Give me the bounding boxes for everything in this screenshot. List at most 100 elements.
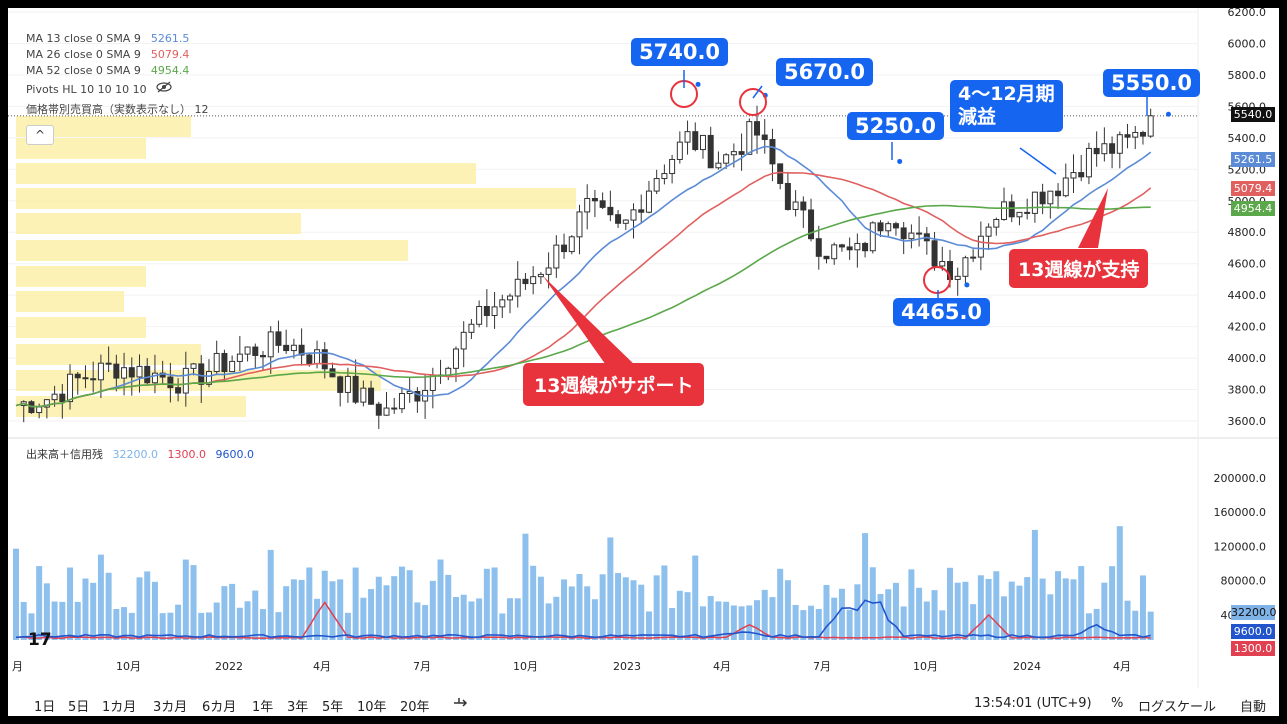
volume-bar [167,612,174,640]
collapse-legend-button[interactable]: ^ [26,125,54,145]
candle-body [669,158,676,175]
candle-body [1016,211,1023,218]
volume-legend[interactable]: 出来高＋信用残 32200.0 1300.0 9600.0 [26,446,260,462]
candle-body [1055,190,1062,197]
legend-pivots[interactable]: Pivots HL 10 10 10 10 [26,81,172,98]
margin-sell-legend-value: 9600.0 [215,448,255,461]
volume-bar [128,612,135,640]
candle-body [692,131,699,151]
candle-body [769,139,776,165]
time-tick-label: 4月 [713,660,731,673]
highlight-circle [923,266,951,294]
timeframe-20y[interactable]: 20年 [400,700,430,715]
volume-bar [1001,596,1008,640]
callout-pointer-red [1078,188,1108,248]
volume-bar [113,608,120,640]
timeframe-1y[interactable]: 1年 [252,700,274,715]
goto-date-icon[interactable] [451,694,469,716]
percent-toggle[interactable]: % [1111,696,1124,711]
volume-bar [707,596,714,640]
bottom-toolbar: 1日 5日 1カ月 3カ月 6カ月 1年 3年 5年 10年 20年 13:54… [8,694,1279,716]
volume-bars [13,526,1154,640]
volume-bar [970,604,977,640]
timeframe-10y[interactable]: 10年 [357,700,387,715]
volume-tick-label: 120000.0 [1214,540,1267,553]
timeframe-1d[interactable]: 1日 [34,700,56,715]
volume-bar [923,601,930,640]
volume-bar [754,600,761,640]
candle-body [908,232,915,240]
callout-pointer-red [543,276,638,368]
volume-bar [1031,529,1038,640]
log-scale-toggle[interactable]: ログスケール [1138,700,1217,715]
margin-buy-badge: 1300.0 [1231,641,1275,656]
volume-bar [28,613,35,640]
margin-sell-line [15,599,1151,639]
timeframe-5d[interactable]: 5日 [68,700,90,715]
auto-scale-toggle[interactable]: 自動 [1240,700,1267,715]
volume-bar [599,574,606,640]
ma26-label: MA 26 close 0 SMA 9 [26,48,141,61]
volume-bar [1109,566,1116,640]
candle-body [962,257,969,277]
candle-body [1047,190,1054,205]
legend-ma52[interactable]: MA 52 close 0 SMA 9 4954.4 [26,63,189,79]
clock: 13:54:01 (UTC+9) [974,696,1092,711]
volume-bar [445,574,452,640]
legend-ma26[interactable]: MA 26 close 0 SMA 9 5079.4 [26,47,189,63]
callout-profit-drop: 4〜12月期 減益 [950,80,1063,132]
volume-bar [43,583,50,640]
candle-body [916,232,923,235]
candle-body [970,256,977,259]
volume-bar [1016,585,1023,640]
timeframe-3y[interactable]: 3年 [287,700,309,715]
candle-body [36,406,43,414]
ma52-value: 4954.4 [150,64,190,77]
time-tick-label: 2023 [613,660,641,673]
chart-canvas[interactable]: 6200.06000.05800.05600.05400.05200.05000… [8,8,1279,716]
time-tick-label: 4月 [1113,660,1131,673]
candle-body [298,344,305,356]
candle-body [715,162,722,169]
volume-bar [244,601,251,640]
volume-bar [283,586,290,640]
volume-bar [298,579,305,640]
timeframe-3m[interactable]: 3カ月 [153,700,188,715]
candle-body [522,278,529,285]
timeframe-1m[interactable]: 1カ月 [102,700,137,715]
volume-bar [329,581,336,640]
candle-body [784,182,791,210]
tradingview-logo: 17 [28,630,52,650]
volume-bar [985,578,992,640]
volume-bar [1055,571,1062,640]
volume-bar [792,604,799,640]
price-tick-label: 6200.0 [1228,8,1267,19]
candle-body [283,344,290,352]
callout-13week-support-2023: 13週線がサポート [523,363,705,406]
candle-body [777,163,784,184]
candle-body [476,305,483,325]
candle-body [754,121,761,136]
volume-bar [823,584,830,640]
candle-body [391,407,398,410]
volume-bar [252,590,259,640]
timeframe-6m[interactable]: 6カ月 [202,700,237,715]
pivot-dot [964,282,970,288]
volume-bar [537,576,544,640]
volume-bar [352,567,359,640]
volume-bar [645,611,652,640]
volume-bar [321,570,328,640]
candle-body [1116,134,1123,154]
candle-body [854,242,861,251]
legend-ma13[interactable]: MA 13 close 0 SMA 9 5261.5 [26,31,189,47]
candle-body [977,235,984,258]
volume-bar [738,606,745,640]
volume-profile-bar [16,291,124,312]
volume-badge: 32200.0 [1231,605,1277,620]
candle-body [267,331,274,358]
eye-hidden-icon[interactable] [156,81,172,96]
legend-volume-profile[interactable]: 価格帯別売買高（実数表示なし） 12 [26,102,209,118]
callout-profit-drop-line2: 減益 [958,106,997,128]
timeframe-5y[interactable]: 5年 [322,700,344,715]
volume-bar [1008,581,1015,640]
